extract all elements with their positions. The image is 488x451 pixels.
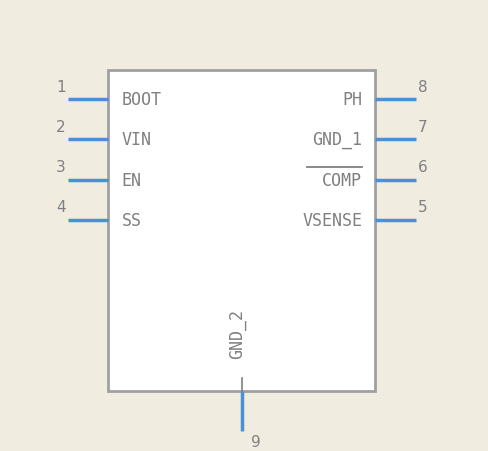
Text: 5: 5 <box>418 200 427 215</box>
Text: 7: 7 <box>418 120 427 135</box>
Text: EN: EN <box>122 171 142 189</box>
Text: 2: 2 <box>56 120 66 135</box>
Text: SS: SS <box>122 211 142 229</box>
Text: VIN: VIN <box>122 131 151 149</box>
Text: 4: 4 <box>56 200 66 215</box>
Bar <box>108 71 375 391</box>
Text: GND_2: GND_2 <box>228 308 246 359</box>
Text: 8: 8 <box>418 80 427 95</box>
Text: BOOT: BOOT <box>122 91 162 109</box>
Text: VSENSE: VSENSE <box>302 211 362 229</box>
Text: GND_1: GND_1 <box>312 131 362 149</box>
Text: 3: 3 <box>56 160 66 175</box>
Text: PH: PH <box>342 91 362 109</box>
Text: 9: 9 <box>251 433 261 449</box>
Text: 6: 6 <box>418 160 427 175</box>
Text: COMP: COMP <box>322 171 362 189</box>
Text: 1: 1 <box>56 80 66 95</box>
